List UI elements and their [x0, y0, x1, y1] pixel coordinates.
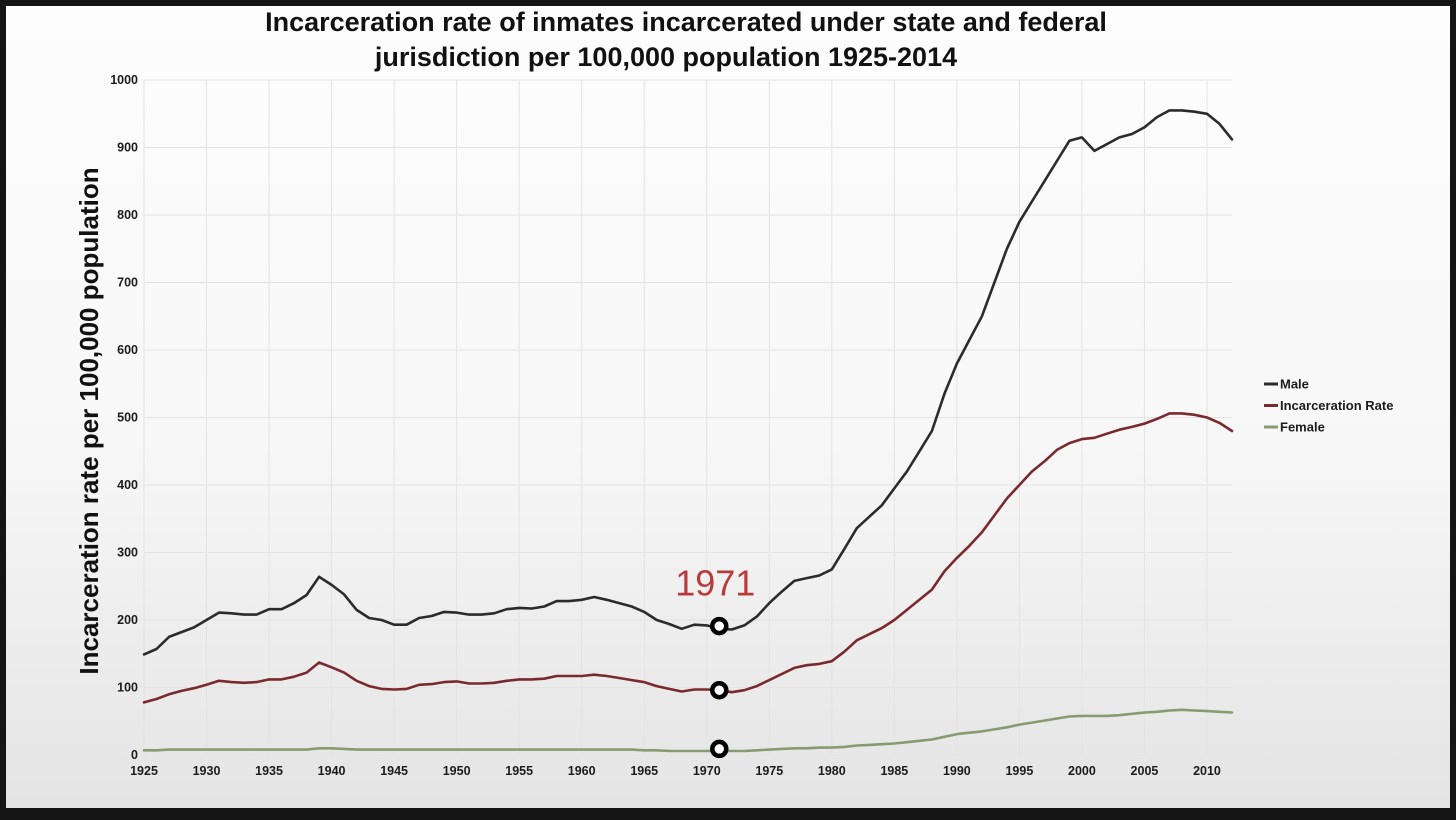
legend-label-male: Male: [1280, 377, 1309, 392]
marker-incarceration-rate: [710, 680, 729, 700]
y-tick-label: 400: [117, 478, 138, 492]
x-tick-label: 1960: [568, 764, 596, 778]
x-tick-label: 1985: [880, 764, 908, 778]
x-tick-label: 1990: [943, 764, 971, 778]
y-axis-ticks: 0 100 200 300 400 500 600 700 800 900 1000: [110, 73, 138, 762]
chart-title-line-2: jurisdiction per 100,000 population 1925…: [374, 42, 957, 72]
chart-legend: Male Incarceration Rate Female: [1264, 377, 1393, 435]
chart-title: Incarceration rate of inmates incarcerat…: [265, 7, 1107, 72]
y-tick-label: 100: [117, 681, 138, 695]
x-axis-ticks: 1925 1930 1935 1940 1945 1950 1955 1960 1965 1970…: [130, 764, 1221, 778]
x-tick-label: 1935: [255, 764, 283, 778]
x-tick-label: 1980: [818, 764, 846, 778]
marker-male: [710, 616, 729, 636]
y-tick-label: 500: [117, 411, 138, 425]
x-tick-label: 2010: [1193, 764, 1221, 778]
line-chart: Incarceration rate of inmates incarcerat…: [74, 7, 1393, 778]
chart-markers: [710, 616, 729, 759]
x-tick-label: 1945: [380, 764, 408, 778]
chart-frame: Incarceration rate of inmates incarcerat…: [6, 6, 1450, 808]
series-line-female: [142, 708, 1234, 753]
x-tick-label: 1955: [505, 764, 533, 778]
x-tick-label: 1965: [630, 764, 658, 778]
x-tick-label: 1970: [693, 764, 721, 778]
x-tick-label: 2005: [1131, 764, 1159, 778]
y-tick-label: 600: [117, 343, 138, 357]
y-tick-label: 200: [117, 613, 138, 627]
x-tick-label: 1930: [193, 764, 221, 778]
y-tick-label: 700: [117, 276, 138, 290]
chart-series: [142, 109, 1234, 753]
series-line-incarceration-rate: [142, 412, 1234, 704]
x-tick-label: 1925: [130, 764, 158, 778]
x-tick-label: 1975: [755, 764, 783, 778]
y-tick-label: 300: [117, 546, 138, 560]
annotation-label: 1971: [675, 562, 755, 603]
y-tick-label: 0: [131, 748, 138, 762]
chart-annotations: 1971: [675, 562, 755, 603]
x-tick-label: 1940: [318, 764, 346, 778]
chart-title-line-1: Incarceration rate of inmates incarcerat…: [265, 7, 1107, 37]
y-tick-label: 1000: [110, 73, 138, 87]
x-tick-label: 1950: [443, 764, 471, 778]
y-tick-label: 900: [117, 141, 138, 155]
marker-female: [710, 739, 729, 759]
x-tick-label: 2000: [1068, 764, 1096, 778]
legend-label-female: Female: [1280, 420, 1325, 435]
chart-grid: [143, 79, 1232, 756]
x-tick-label: 1995: [1005, 764, 1033, 778]
series-line-male: [142, 109, 1234, 656]
y-axis-label: Incarceration rate per 100,000 populatio…: [74, 167, 104, 674]
y-tick-label: 800: [117, 208, 138, 222]
legend-label-incarceration-rate: Incarceration Rate: [1280, 398, 1393, 413]
